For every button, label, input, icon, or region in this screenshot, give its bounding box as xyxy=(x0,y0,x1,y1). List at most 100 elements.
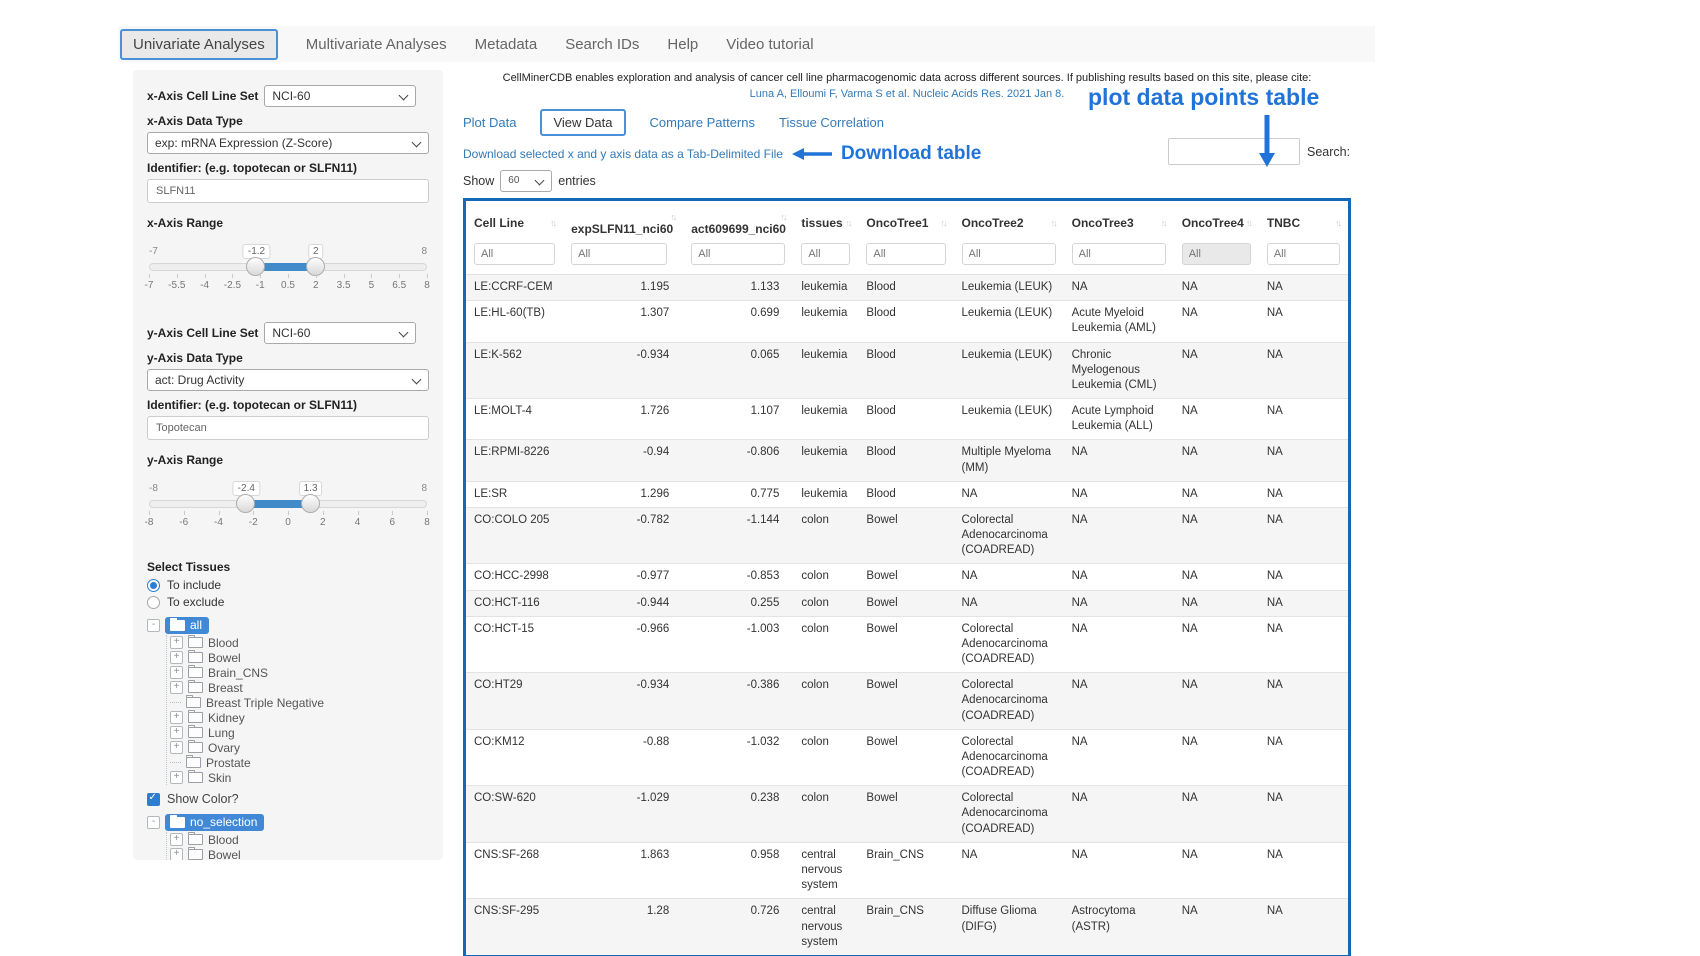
chevron-down-icon xyxy=(398,327,409,338)
column-header-oncotree2[interactable]: ↑↓ OncoTree2 xyxy=(961,216,1058,230)
expand-icon[interactable]: + xyxy=(170,771,183,784)
expand-icon[interactable]: + xyxy=(170,848,183,860)
column-header-oncotree1[interactable]: ↑↓ OncoTree1 xyxy=(866,216,947,230)
x-data-type-select[interactable]: exp: mRNA Expression (Z-Score) xyxy=(147,132,429,154)
table-cell: -0.934 xyxy=(563,341,684,399)
expand-icon[interactable]: + xyxy=(170,711,183,724)
slider-handle-from[interactable] xyxy=(246,257,266,276)
column-header-tnbc[interactable]: ↑↓ TNBC xyxy=(1266,216,1342,230)
table-row: CO:HCT-15 -0.966 -1.003 colon Bowel Colorecta… xyxy=(466,615,1348,673)
slider-handle-to[interactable] xyxy=(300,494,320,513)
expand-icon[interactable]: + xyxy=(170,726,183,739)
tab-plot-data[interactable]: Plot Data xyxy=(463,115,517,130)
column-filter-expslfn11-nci60[interactable] xyxy=(571,243,668,265)
collapse-icon[interactable]: - xyxy=(147,816,160,829)
nav-item-search-ids[interactable]: Search IDs xyxy=(565,35,640,53)
nav-item-multivariate-analyses[interactable]: Multivariate Analyses xyxy=(305,35,447,53)
page-size-select[interactable]: 60 xyxy=(500,170,553,192)
citation-link[interactable]: Luna A, Elloumi F, Varma S et al. Nuclei… xyxy=(749,88,1065,100)
x-cell-line-set-select[interactable]: NCI-60 xyxy=(264,85,417,107)
tissue-item-bowel[interactable]: + Bowel xyxy=(167,650,429,665)
nav-item-metadata[interactable]: Metadata xyxy=(474,35,538,53)
expand-icon[interactable]: + xyxy=(170,666,183,679)
download-tab-delimited-link[interactable]: Download selected x and y axis data as a… xyxy=(463,147,783,161)
expand-icon[interactable]: + xyxy=(170,833,183,846)
column-header-expslfn11-nci60[interactable]: ↑↓ expSLFN11_nci60 xyxy=(571,212,677,236)
radio-to-exclude[interactable]: To exclude xyxy=(147,595,429,609)
column-filter-oncotree4[interactable] xyxy=(1181,243,1251,265)
slider-tick xyxy=(371,274,373,278)
table-cell: CO:HCT-15 xyxy=(466,615,564,673)
tissue-item-breast-triple-negative[interactable]: Breast Triple Negative xyxy=(167,695,429,710)
radio-to-include[interactable]: To include xyxy=(147,578,429,592)
column-header-cell-line[interactable]: ↑↓ Cell Line xyxy=(474,216,557,230)
table-cell: Brain_CNS xyxy=(858,841,954,899)
column-filter-oncotree3[interactable] xyxy=(1071,243,1166,265)
table-cell: NA xyxy=(1258,439,1348,482)
tissue-item-breast[interactable]: + Breast xyxy=(167,680,429,695)
color-item-blood[interactable]: + Blood xyxy=(167,832,429,847)
expand-icon[interactable]: + xyxy=(170,651,183,664)
tissue-item-skin[interactable]: + Skin xyxy=(167,770,429,785)
y-range-slider[interactable]: -8 8 -2.4 1.3 -8 -6 -4 -2 0 2 4 6 8 xyxy=(145,481,430,533)
y-cell-line-set-label: y-Axis Cell Line Set xyxy=(147,326,259,340)
y-cell-line-set-select[interactable]: NCI-60 xyxy=(264,322,417,344)
tissue-item-ovary[interactable]: + Ovary xyxy=(167,740,429,755)
slider-tick-label: -8 xyxy=(144,517,154,528)
table-cell: NA xyxy=(1173,898,1259,955)
slider-handle-to[interactable] xyxy=(305,257,325,276)
column-header-tissues[interactable]: ↑↓ tissues xyxy=(801,216,852,230)
tissue-item-lung[interactable]: + Lung xyxy=(167,725,429,740)
column-filter-tnbc[interactable] xyxy=(1266,243,1340,265)
slider-handle-from[interactable] xyxy=(236,494,256,513)
select-tissues-title: Select Tissues xyxy=(147,560,231,574)
table-cell: NA xyxy=(1173,439,1259,482)
tab-compare-patterns[interactable]: Compare Patterns xyxy=(649,115,756,130)
tissue-item-kidney[interactable]: + Kidney xyxy=(167,710,429,725)
column-filter-cell-line[interactable] xyxy=(474,243,556,265)
tree-item-label: Bowel xyxy=(208,650,241,665)
chevron-down-icon xyxy=(398,90,409,101)
expand-icon[interactable]: + xyxy=(170,681,183,694)
slider-active-bar xyxy=(256,263,316,271)
column-filter-act609699-nci60[interactable] xyxy=(691,243,786,265)
slider-tick xyxy=(218,511,220,515)
chevron-down-icon xyxy=(411,137,422,148)
x-identifier-input[interactable] xyxy=(147,179,429,203)
x-data-type-label: x-Axis Data Type xyxy=(147,114,243,128)
y-data-type-select[interactable]: act: Drug Activity xyxy=(147,369,429,391)
column-filter-oncotree1[interactable] xyxy=(866,243,946,265)
nav-item-univariate-analyses[interactable]: Univariate Analyses xyxy=(120,28,278,60)
table-cell: -1.032 xyxy=(683,728,794,786)
range-min-label: -8 xyxy=(149,483,158,494)
tissue-item-blood[interactable]: + Blood xyxy=(167,635,429,650)
collapse-icon[interactable]: - xyxy=(147,619,160,632)
tab-tissue-correlation[interactable]: Tissue Correlation xyxy=(779,115,885,130)
x-range-slider[interactable]: -7 8 -1.2 2 -7 -5.5 -4 -2.5 -1 0.5 2 3.5 5 6.5 8 xyxy=(145,244,430,296)
column-header-oncotree3[interactable]: ↑↓ OncoTree3 xyxy=(1071,216,1168,230)
table-cell: NA xyxy=(1258,589,1348,617)
tissue-item-prostate[interactable]: Prostate xyxy=(167,755,429,770)
show-color-checkbox[interactable]: Show Color? xyxy=(147,792,429,806)
table-row: LE:MOLT-4 1.726 1.107 leukemia Blood Leukemia… xyxy=(466,398,1348,440)
color-item-bowel[interactable]: + Bowel xyxy=(167,847,429,860)
y-identifier-input[interactable] xyxy=(147,416,429,440)
filter-cell xyxy=(793,243,858,275)
color-root-no-selection[interactable]: no_selection xyxy=(165,814,265,831)
column-filter-oncotree2[interactable] xyxy=(961,243,1056,265)
slider-tick xyxy=(427,274,428,278)
nav-item-video-tutorial[interactable]: Video tutorial xyxy=(726,35,814,53)
slider-tick-label: 0 xyxy=(285,517,291,528)
column-filter-tissues[interactable] xyxy=(801,243,851,265)
expand-icon[interactable]: + xyxy=(170,741,183,754)
column-header-act609699-nci60[interactable]: ↑↓ act609699_nci60 xyxy=(691,212,787,236)
expand-icon[interactable]: + xyxy=(170,636,183,649)
nav-item-help[interactable]: Help xyxy=(667,35,699,53)
tab-view-data[interactable]: View Data xyxy=(540,109,626,136)
table-cell: Blood xyxy=(858,341,954,399)
tissue-item-brain-cns[interactable]: + Brain_CNS xyxy=(167,665,429,680)
folder-icon xyxy=(186,755,201,768)
tissue-root-all[interactable]: all xyxy=(165,617,210,634)
column-header-oncotree4[interactable]: ↑↓ OncoTree4 xyxy=(1181,216,1253,230)
search-input[interactable] xyxy=(1168,138,1300,165)
